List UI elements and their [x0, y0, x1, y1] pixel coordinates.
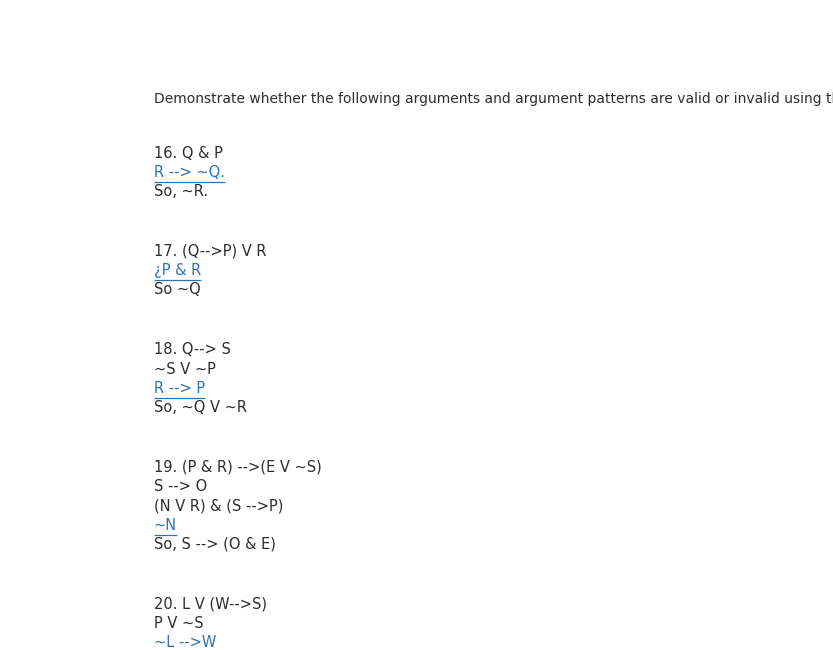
Text: So, ~Q V ~R: So, ~Q V ~R: [154, 400, 247, 415]
Text: 16. Q & P: 16. Q & P: [154, 146, 222, 161]
Text: R --> ~Q.: R --> ~Q.: [154, 165, 225, 180]
Text: ¿P & R: ¿P & R: [154, 263, 201, 278]
Text: (N V R) & (S -->P): (N V R) & (S -->P): [154, 499, 283, 514]
Text: S --> O: S --> O: [154, 479, 207, 494]
Text: So ~Q: So ~Q: [154, 283, 201, 298]
Text: Demonstrate whether the following arguments and argument patterns are valid or i: Demonstrate whether the following argume…: [154, 92, 833, 106]
Text: 17. (Q-->P) V R: 17. (Q-->P) V R: [154, 244, 267, 259]
Text: R --> P: R --> P: [154, 381, 205, 396]
Text: ~S V ~P: ~S V ~P: [154, 361, 216, 376]
Text: 20. L V (W-->S): 20. L V (W-->S): [154, 597, 267, 612]
Text: 19. (P & R) -->(E V ~S): 19. (P & R) -->(E V ~S): [154, 460, 322, 475]
Text: So, ~R.: So, ~R.: [154, 184, 208, 199]
Text: So, S --> (O & E): So, S --> (O & E): [154, 537, 276, 552]
Text: ~N: ~N: [154, 518, 177, 533]
Text: P V ~S: P V ~S: [154, 616, 203, 631]
Text: ~L -->W: ~L -->W: [154, 635, 217, 650]
Text: 18. Q--> S: 18. Q--> S: [154, 343, 231, 358]
